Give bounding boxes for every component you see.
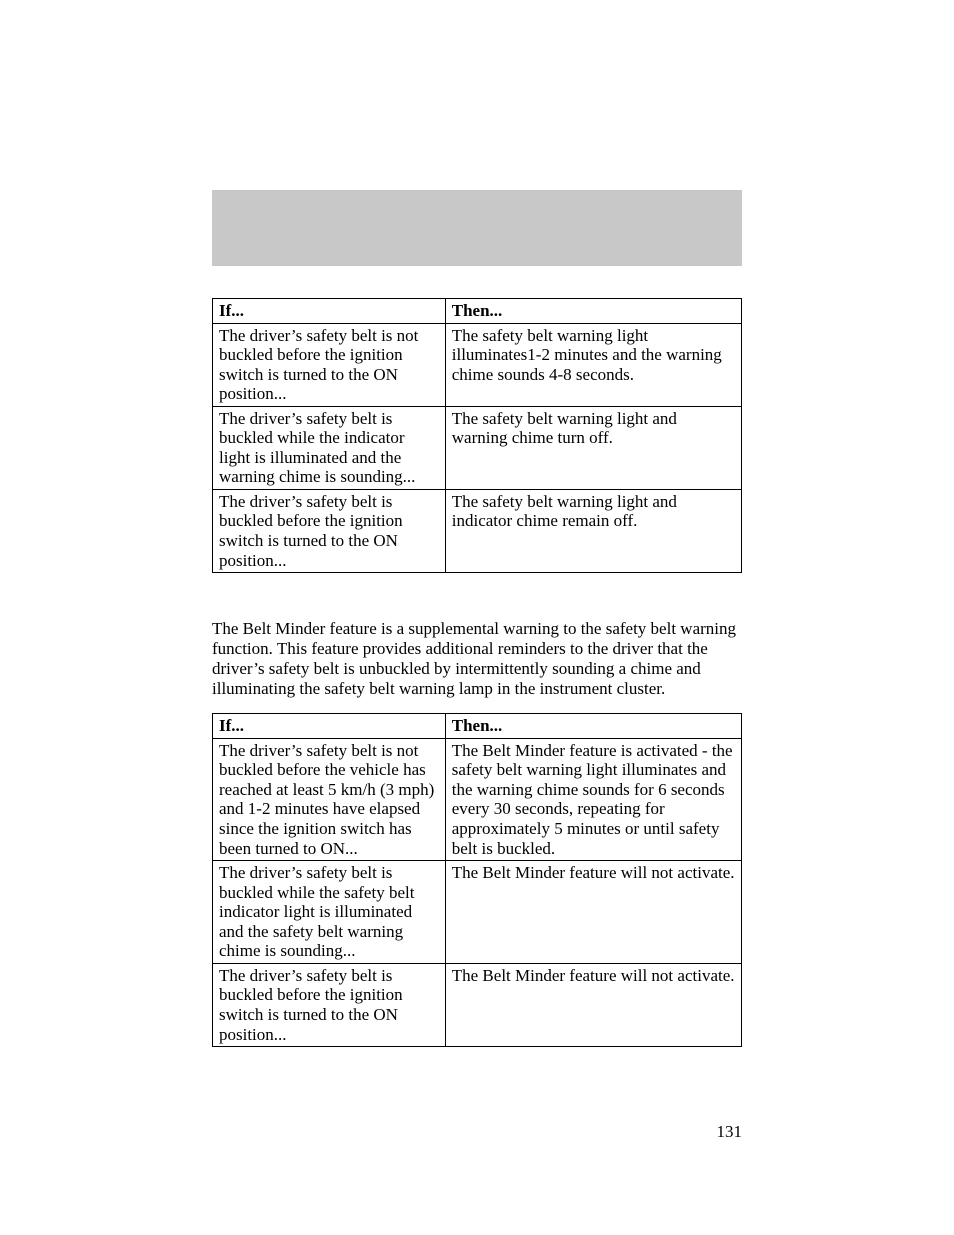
section-header-band (212, 190, 742, 266)
table-row: The driver’s safety belt is buckled befo… (213, 963, 742, 1046)
belt-minder-table: If... Then... The driver’s safety belt i… (212, 713, 742, 1047)
spacer (212, 699, 742, 713)
cell-then: The safety belt warning light illuminate… (445, 323, 741, 406)
cell-if: The driver’s safety belt is not buckled … (213, 323, 446, 406)
cell-then: The safety belt warning light and warnin… (445, 406, 741, 489)
col-header-then: Then... (445, 299, 741, 324)
page: If... Then... The driver’s safety belt i… (0, 0, 954, 1235)
table-row: The driver’s safety belt is buckled whil… (213, 861, 742, 964)
cell-if: The driver’s safety belt is buckled befo… (213, 963, 446, 1046)
safety-belt-warning-table: If... Then... The driver’s safety belt i… (212, 298, 742, 573)
cell-if: The driver’s safety belt is not buckled … (213, 738, 446, 860)
col-header-then: Then... (445, 714, 741, 739)
cell-if: The driver’s safety belt is buckled befo… (213, 489, 446, 572)
table-header-row: If... Then... (213, 299, 742, 324)
spacer (212, 573, 742, 619)
table-row: The driver’s safety belt is not buckled … (213, 323, 742, 406)
content-column: If... Then... The driver’s safety belt i… (212, 298, 742, 1047)
table-row: The driver’s safety belt is buckled befo… (213, 489, 742, 572)
table-header-row: If... Then... (213, 714, 742, 739)
cell-then: The safety belt warning light and indica… (445, 489, 741, 572)
table-row: The driver’s safety belt is buckled whil… (213, 406, 742, 489)
cell-then: The Belt Minder feature will not activat… (445, 963, 741, 1046)
cell-if: The driver’s safety belt is buckled whil… (213, 406, 446, 489)
page-number: 131 (717, 1122, 743, 1142)
col-header-if: If... (213, 299, 446, 324)
belt-minder-description: The Belt Minder feature is a supplementa… (212, 619, 742, 699)
table-row: The driver’s safety belt is not buckled … (213, 738, 742, 860)
col-header-if: If... (213, 714, 446, 739)
cell-then: The Belt Minder feature will not activat… (445, 861, 741, 964)
cell-then: The Belt Minder feature is activated - t… (445, 738, 741, 860)
cell-if: The driver’s safety belt is buckled whil… (213, 861, 446, 964)
